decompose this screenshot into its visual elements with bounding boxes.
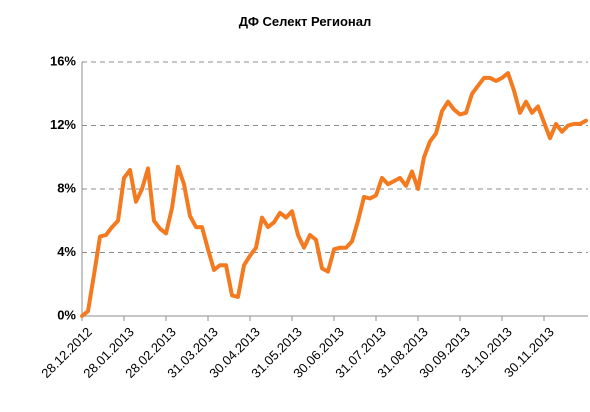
y-tick-label: 4% (57, 244, 76, 259)
line-series (80, 71, 588, 318)
y-tick-label: 0% (57, 307, 76, 322)
y-tick-label: 8% (57, 180, 76, 195)
y-tick-label: 16% (50, 53, 76, 68)
y-tick-label: 12% (50, 117, 76, 132)
chart-title: ДФ Селект Регионал (239, 14, 371, 29)
